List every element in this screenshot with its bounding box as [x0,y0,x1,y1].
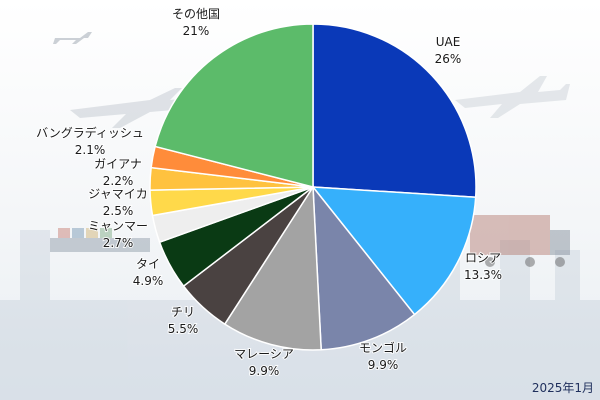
slice-label: UAE [436,35,461,49]
pie-slice [154,23,314,188]
slice-label: ロシア [465,251,501,265]
slice-value-label: 2.2% [103,174,134,188]
airplane-right-icon [455,76,570,118]
slice-label: ガイアナ [94,157,142,171]
airplane-left-icon [70,88,200,128]
slice-label: ジャマイカ [88,187,147,201]
slice-value-label: 13.3% [464,268,502,282]
slice-label: マレーシア [234,347,294,361]
slice-label: タイ [136,257,160,271]
slice-value-label: 5.5% [168,322,199,336]
slice-value-label: 2.5% [103,204,134,218]
pie-slice [311,186,477,316]
slice-value-label: 21% [183,24,210,38]
small-airplane-icon [53,32,92,44]
date-note: 2025年1月 [531,381,594,395]
slice-label: モンゴル [359,340,407,355]
pie-slices [149,23,477,351]
slice-value-label: 9.9% [368,358,399,372]
slice-value-label: 9.9% [249,364,280,378]
slice-value-label: 2.7% [103,236,134,250]
pie-labels: UAE 26% ロシア 13.3% モンゴル 9.9% マレーシア 9.9% チリ 5.5% タイ 4… [35,6,503,379]
slice-value-label: 26% [435,52,462,66]
slice-value-label: 2.1% [75,143,106,157]
cargo-ship-icon [50,228,150,252]
slice-value-label: 4.9% [133,274,164,288]
slice-label: バングラディッシュ [36,125,144,140]
pie-slice [223,184,322,351]
pie-slice [312,23,477,199]
container-truck-icon [470,215,570,267]
slice-label: チリ [171,305,195,319]
slice-label: ミャンマー [88,219,148,233]
pie-slice [312,184,416,351]
slice-label: その他国 [172,7,220,21]
